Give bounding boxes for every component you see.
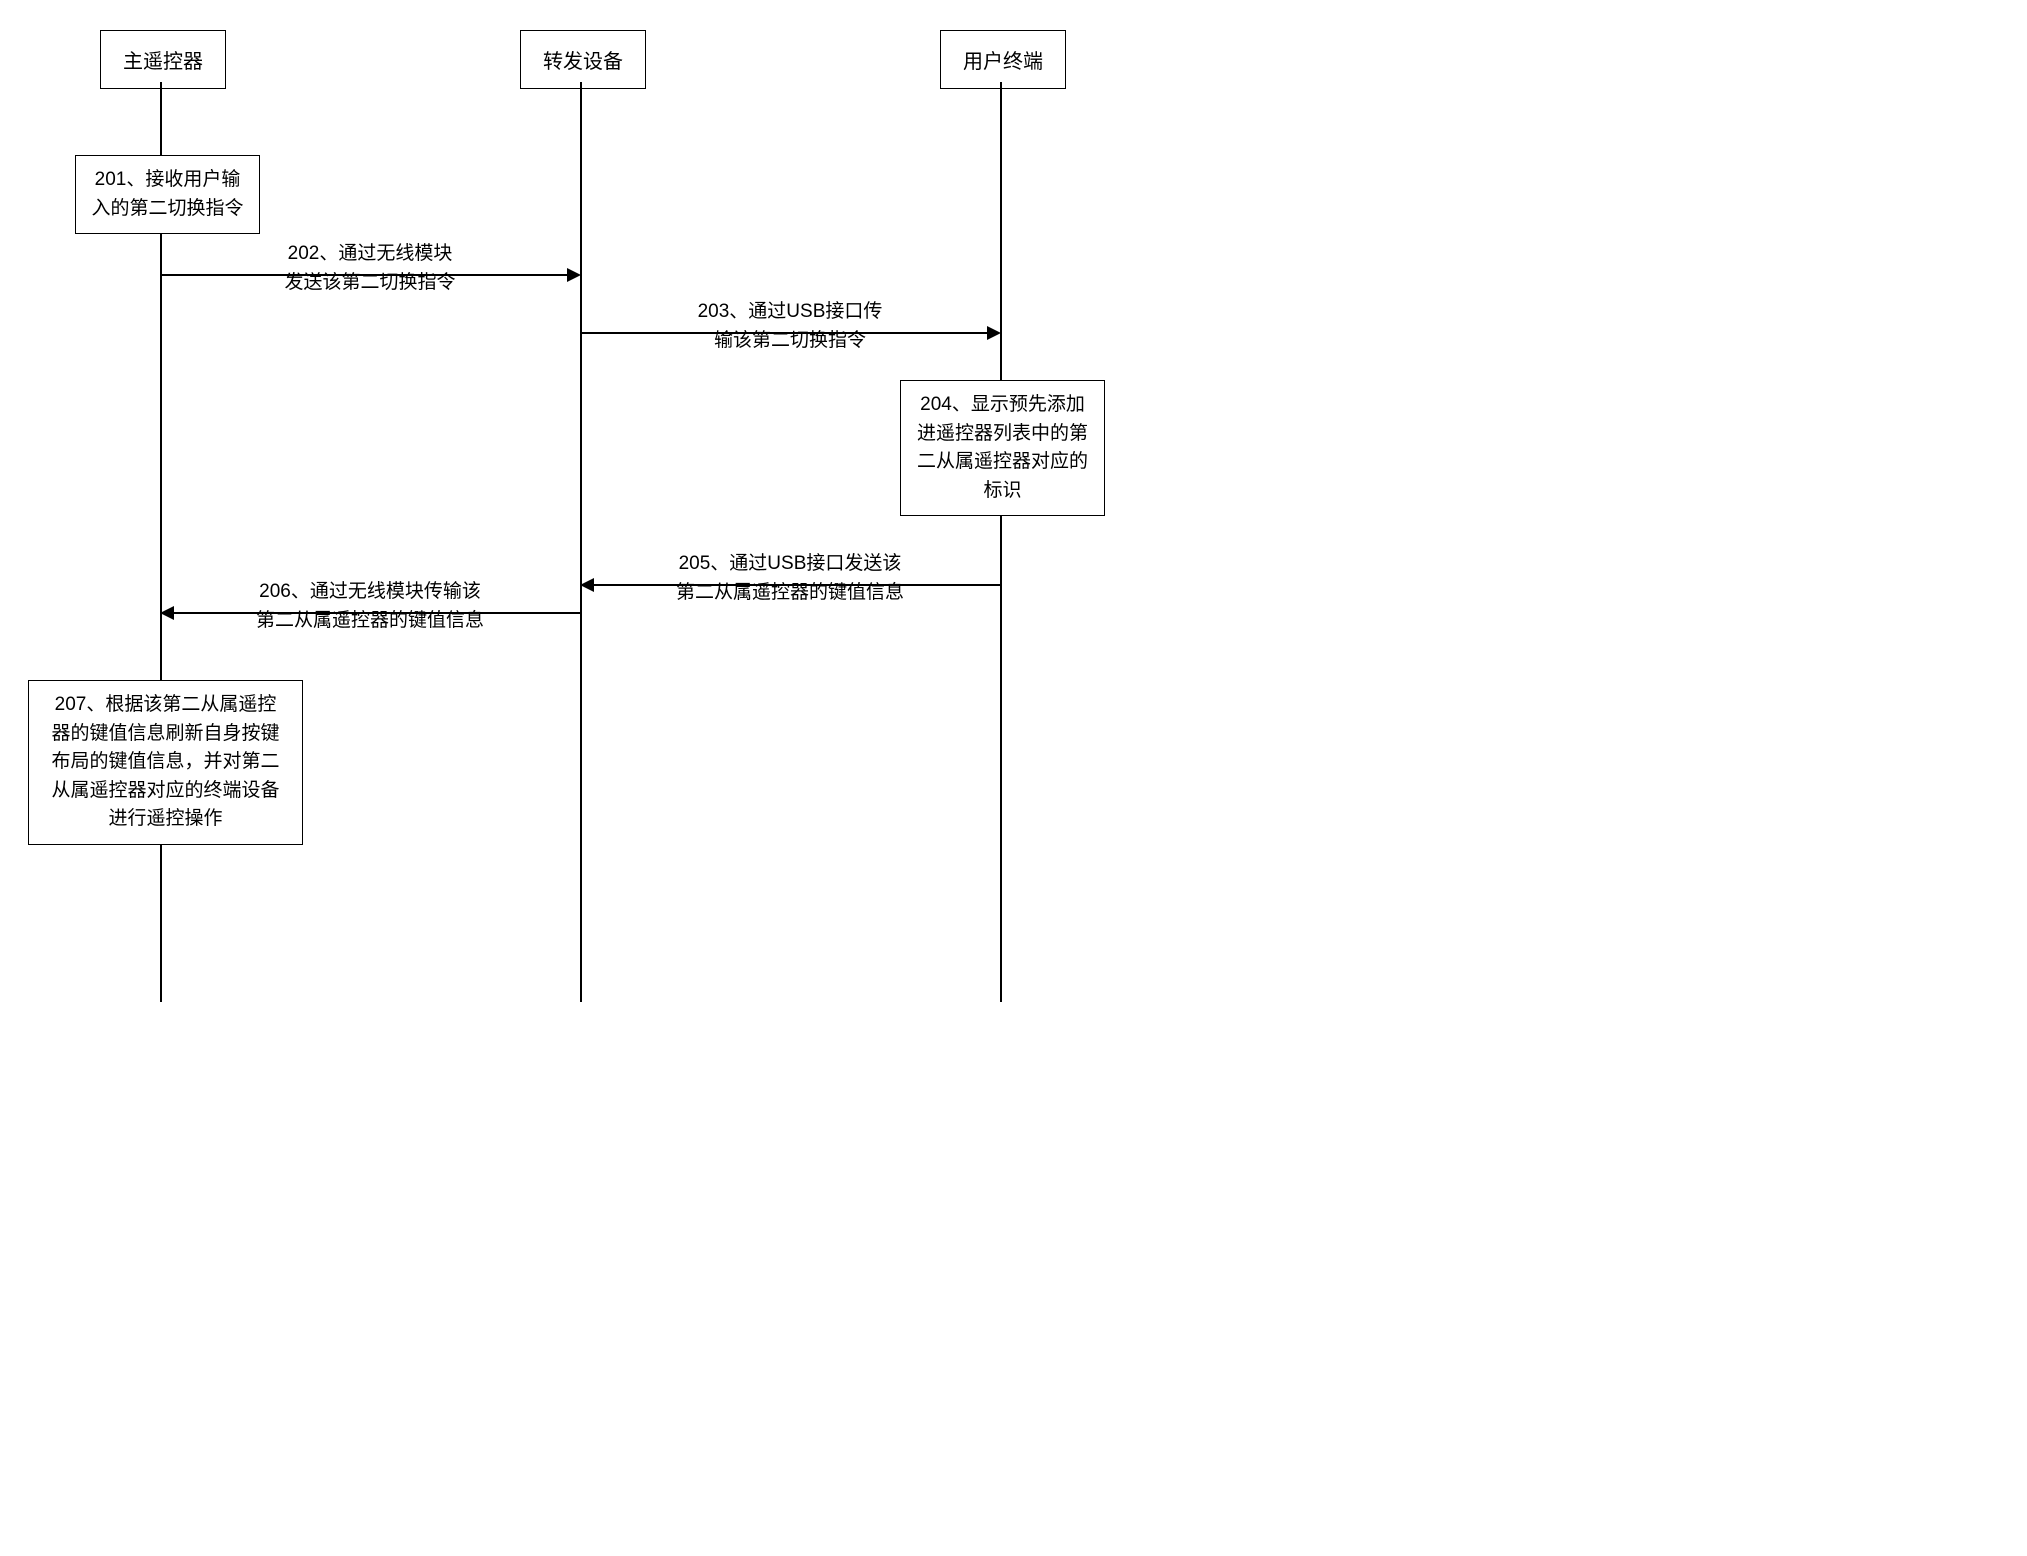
message-206-text: 206、通过无线模块传输该第二从属遥控器的键值信息 — [256, 581, 484, 631]
message-206-label: 206、通过无线模块传输该第二从属遥控器的键值信息 — [220, 578, 520, 635]
participant-label: 主遥控器 — [123, 51, 203, 73]
step-201-text: 201、接收用户输入的第二切换指令 — [91, 169, 243, 219]
message-202-label: 202、通过无线模块发送该第二切换指令 — [240, 240, 500, 297]
message-205-arrowhead — [580, 578, 594, 592]
message-206-arrowhead — [160, 606, 174, 620]
participant-forward-device: 转发设备 — [520, 30, 646, 89]
participant-label: 用户终端 — [963, 51, 1043, 73]
message-203-label: 203、通过USB接口传输该第二切换指令 — [660, 298, 920, 355]
message-202-arrowhead — [567, 268, 581, 282]
message-205-label: 205、通过USB接口发送该第二从属遥控器的键值信息 — [640, 550, 940, 607]
sequence-diagram: 主遥控器 转发设备 用户终端 201、接收用户输入的第二切换指令 202、通过无… — [20, 20, 1170, 1020]
message-202-text: 202、通过无线模块发送该第二切换指令 — [284, 243, 455, 293]
message-203-text: 203、通过USB接口传输该第二切换指令 — [698, 301, 883, 351]
step-207-box: 207、根据该第二从属遥控器的键值信息刷新自身按键布局的键值信息，并对第二从属遥… — [28, 680, 303, 845]
participant-main-remote: 主遥控器 — [100, 30, 226, 89]
participant-user-terminal: 用户终端 — [940, 30, 1066, 89]
message-202-arrow — [161, 274, 567, 276]
step-207-text: 207、根据该第二从属遥控器的键值信息刷新自身按键布局的键值信息，并对第二从属遥… — [51, 694, 279, 829]
message-205-text: 205、通过USB接口发送该第二从属遥控器的键值信息 — [676, 553, 904, 603]
lifeline-user-terminal — [1000, 82, 1002, 1002]
message-205-arrow — [594, 584, 1000, 586]
step-204-box: 204、显示预先添加进遥控器列表中的第二从属遥控器对应的标识 — [900, 380, 1105, 516]
step-201-box: 201、接收用户输入的第二切换指令 — [75, 155, 260, 234]
step-204-text: 204、显示预先添加进遥控器列表中的第二从属遥控器对应的标识 — [917, 394, 1088, 501]
participant-label: 转发设备 — [543, 51, 623, 73]
message-206-arrow — [174, 612, 580, 614]
message-203-arrowhead — [987, 326, 1001, 340]
message-203-arrow — [581, 332, 987, 334]
lifeline-forward-device — [580, 82, 582, 1002]
